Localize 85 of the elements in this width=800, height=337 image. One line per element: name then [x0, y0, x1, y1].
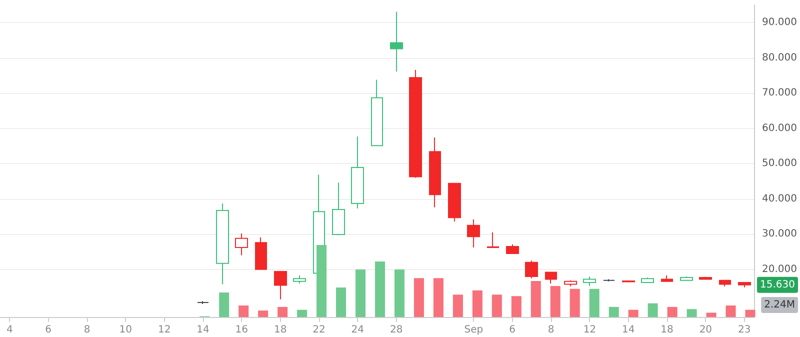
y-tick-label: 50.000: [762, 158, 798, 170]
x-tick-label: 23: [738, 324, 751, 336]
y-tick-label: 20.000: [762, 264, 798, 275]
candlestick: [738, 282, 751, 288]
candlestick: [467, 218, 480, 248]
candlestick: [409, 69, 422, 178]
candlestick: [293, 274, 306, 284]
candlestick: [351, 136, 364, 209]
bar: [530, 281, 541, 317]
candlestick: [680, 276, 693, 281]
bar: [297, 310, 308, 317]
bar: [278, 306, 288, 317]
x-tick-label: 24: [351, 324, 364, 336]
annotation: 15.630: [760, 279, 796, 290]
bar: [706, 312, 716, 317]
candlestick: [506, 244, 519, 254]
candlestick: [583, 276, 596, 286]
y-tick-label: 60.000: [762, 122, 798, 134]
bar: [628, 310, 638, 317]
x-tick-label: 12: [583, 324, 596, 336]
bar: [356, 269, 366, 317]
bar: [452, 294, 463, 317]
candlestick: [448, 182, 461, 222]
candlestick: [274, 271, 287, 300]
candlestick: [255, 236, 267, 270]
bar: [570, 288, 580, 317]
bar: [511, 296, 522, 317]
bar: [433, 278, 444, 317]
bar: [608, 306, 619, 317]
y-tick-label: 40.000: [762, 193, 798, 204]
x-tick-label: 22: [312, 324, 326, 336]
bar: [745, 310, 756, 317]
candlestick: [719, 280, 731, 287]
bar: [238, 305, 249, 317]
y-tick-label: 90.000: [762, 17, 798, 28]
bar: [686, 309, 697, 317]
candlestick: [699, 276, 712, 280]
x-tick-label: 8: [84, 324, 90, 336]
candlestick: [622, 280, 635, 283]
bar: [375, 262, 385, 317]
candlestick: [235, 232, 248, 256]
x-tick-label: 6: [509, 324, 516, 336]
candlestick: [371, 79, 383, 146]
x-tick-label: 4: [6, 324, 13, 336]
x-tick-label: 14: [196, 324, 210, 336]
candlestick: [603, 278, 615, 282]
bar: [336, 287, 346, 317]
text: 2.24M: [764, 300, 796, 310]
x-tick-label: Sep: [464, 324, 484, 336]
y-tick-label: 70.000: [762, 88, 798, 99]
candlestick: [216, 202, 229, 285]
x-tick-label: 18: [660, 324, 674, 336]
x-tick-label: 20: [699, 324, 712, 336]
bar: [219, 292, 230, 317]
candlestick: [545, 272, 557, 284]
candlestick: [641, 277, 654, 283]
x-tick-label: 12: [158, 324, 171, 336]
candlestick: [429, 137, 441, 208]
bar: [472, 290, 482, 317]
candlestick: [564, 280, 577, 287]
x-tick-label: 8: [548, 324, 554, 336]
candlestick: [197, 300, 209, 304]
bar: [589, 288, 600, 317]
candlestick: [332, 182, 345, 236]
bar: [258, 310, 268, 317]
bar: [648, 303, 658, 317]
y-tick-label: 30.000: [762, 228, 798, 240]
bar: [726, 305, 736, 317]
x-tick-label: 18: [274, 324, 287, 336]
candlestick: [390, 11, 403, 72]
bar: [667, 306, 678, 317]
candlestick: [661, 274, 673, 282]
x-tick-label: 16: [235, 324, 248, 336]
bar: [414, 278, 424, 317]
x-tick-label: 28: [390, 324, 403, 336]
bar: [316, 245, 327, 317]
candlestick: [487, 232, 499, 248]
bar: [550, 286, 560, 317]
candlestick: [525, 260, 538, 279]
x-tick-label: 10: [119, 324, 132, 336]
bar: [394, 269, 404, 317]
x-tick-label: 14: [622, 324, 635, 336]
bar: [492, 294, 502, 317]
y-tick-label: 80.000: [762, 52, 798, 64]
x-tick-label: 6: [45, 324, 52, 336]
